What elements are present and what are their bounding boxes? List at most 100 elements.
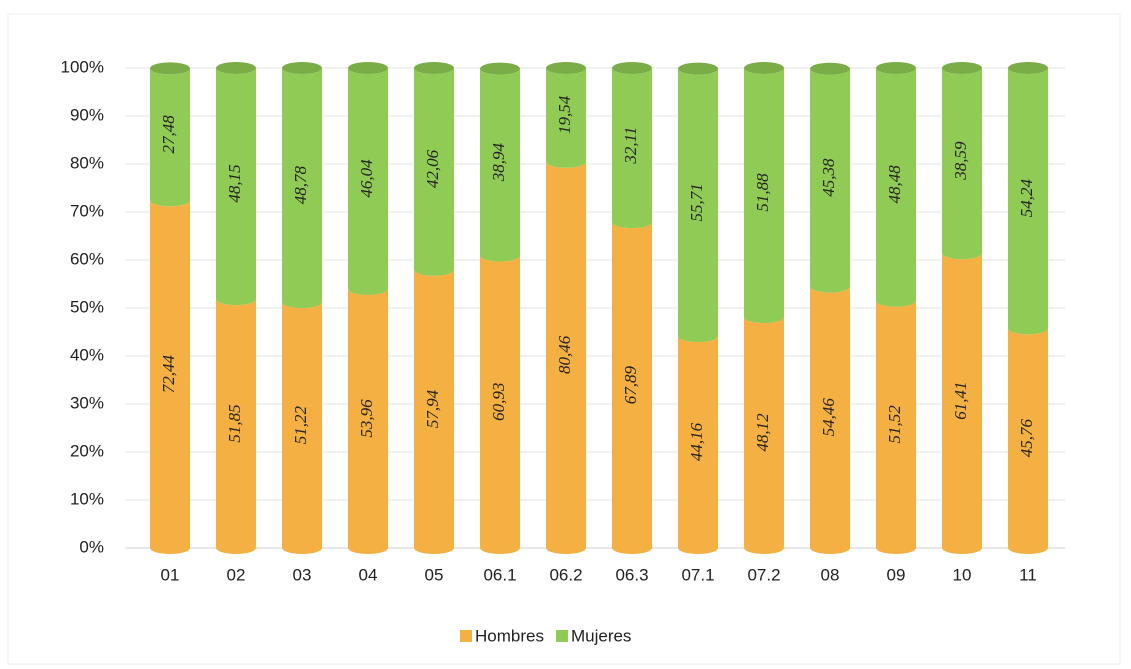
x-tick-label: 07.2 xyxy=(747,565,780,584)
cylinder-segment xyxy=(876,68,916,307)
cylinder-segment xyxy=(480,255,520,554)
x-tick-label: 06.3 xyxy=(615,565,648,584)
data-label: 54,46 xyxy=(819,398,838,437)
cylinder-cap xyxy=(150,62,190,75)
data-label: 67,89 xyxy=(621,365,640,404)
data-label: 72,44 xyxy=(159,355,178,394)
cylinder-segment xyxy=(216,68,256,306)
cylinder-cap xyxy=(216,62,256,74)
data-label: 48,15 xyxy=(225,164,244,202)
cylinder-segment xyxy=(942,253,982,554)
data-label: 60,93 xyxy=(489,383,508,421)
cylinder-segment xyxy=(348,288,388,554)
y-tick-label: 40% xyxy=(70,345,104,364)
x-tick-label: 04 xyxy=(359,565,378,584)
data-label: 80,46 xyxy=(555,335,574,374)
cylinder-segment xyxy=(744,317,784,554)
cylinder-cap xyxy=(612,62,652,74)
cylinder-cap xyxy=(1008,62,1048,74)
cylinder-cap xyxy=(348,62,388,74)
cylinder-segment xyxy=(282,302,322,554)
data-label: 46,04 xyxy=(357,159,376,198)
cylinder-cap xyxy=(282,62,322,74)
y-tick-label: 70% xyxy=(70,201,104,220)
cylinder-segment xyxy=(546,161,586,555)
cylinder-segment xyxy=(810,68,850,293)
data-label: 38,59 xyxy=(951,141,970,181)
cylinder-segment xyxy=(150,200,190,554)
cylinder-segment xyxy=(216,299,256,554)
cylinder-cap xyxy=(810,62,850,75)
cylinder-cap xyxy=(480,62,520,75)
y-tick-label: 30% xyxy=(70,393,104,412)
y-tick-label: 100% xyxy=(61,57,104,76)
data-label: 45,38 xyxy=(819,158,838,197)
cylinder-cap xyxy=(744,62,784,74)
cylinder-segment xyxy=(414,68,454,276)
data-label: 54,24 xyxy=(1017,179,1036,218)
cylinder-segment xyxy=(612,222,652,555)
data-label: 32,11 xyxy=(621,127,640,165)
x-tick-label: 09 xyxy=(887,565,906,584)
x-tick-label: 01 xyxy=(161,565,180,584)
legend-label: Mujeres xyxy=(571,626,631,645)
cylinder-cap xyxy=(546,62,586,74)
x-tick-label: 02 xyxy=(227,565,246,584)
x-tick-label: 06.1 xyxy=(483,565,516,584)
x-tick-label: 10 xyxy=(953,565,972,584)
cylinder-segment xyxy=(876,300,916,554)
data-label: 27,48 xyxy=(159,115,178,154)
data-label: 48,12 xyxy=(753,413,772,452)
y-tick-label: 0% xyxy=(79,537,104,556)
data-label: 38,94 xyxy=(489,142,508,182)
x-tick-label: 11 xyxy=(1019,565,1037,584)
legend-label: Hombres xyxy=(475,626,544,645)
y-tick-label: 10% xyxy=(70,489,104,508)
cylinder-segment xyxy=(150,68,190,207)
data-label: 53,96 xyxy=(357,399,376,438)
cylinder-segment xyxy=(678,336,718,554)
cylinder-segment xyxy=(744,68,784,324)
data-label: 51,85 xyxy=(225,404,244,442)
legend-swatch xyxy=(555,630,568,642)
cylinder-cap xyxy=(678,62,718,75)
x-tick-label: 03 xyxy=(293,565,312,584)
cylinder-cap xyxy=(414,62,454,74)
data-label: 51,52 xyxy=(885,405,904,444)
y-tick-label: 50% xyxy=(70,297,104,316)
cylinder-segment xyxy=(612,68,652,229)
cylinder-segment xyxy=(678,68,718,343)
x-tick-label: 07.1 xyxy=(681,565,714,584)
data-label: 51,22 xyxy=(291,405,310,444)
cylinder-cap xyxy=(942,62,982,74)
cylinder-segment xyxy=(414,269,454,554)
data-label: 42,06 xyxy=(423,149,442,188)
y-tick-label: 60% xyxy=(70,249,104,268)
cylinder-segment xyxy=(282,68,322,309)
x-tick-label: 06.2 xyxy=(549,565,582,584)
cylinder-segment xyxy=(810,286,850,554)
cylinder-segment xyxy=(348,68,388,295)
cylinder-segment xyxy=(546,68,586,168)
data-label: 57,94 xyxy=(423,389,442,428)
data-label: 48,78 xyxy=(291,165,310,204)
cylinder-cap xyxy=(876,62,916,74)
data-label: 48,48 xyxy=(885,165,904,204)
data-label: 45,76 xyxy=(1017,419,1036,458)
x-tick-label: 05 xyxy=(425,565,444,584)
y-tick-label: 20% xyxy=(70,441,104,460)
data-label: 61,41 xyxy=(951,381,970,419)
cylinder-segment xyxy=(1008,328,1048,554)
cylinder-segment xyxy=(1008,68,1048,335)
legend-swatch xyxy=(460,630,472,642)
y-tick-label: 80% xyxy=(70,153,104,172)
x-tick-label: 08 xyxy=(821,565,840,584)
cylinder-segment xyxy=(942,68,982,260)
data-label: 19,54 xyxy=(555,95,574,134)
data-label: 51,88 xyxy=(753,173,772,212)
cylinder-segment xyxy=(480,68,520,262)
data-label: 44,16 xyxy=(687,422,706,461)
y-tick-label: 90% xyxy=(70,105,104,124)
data-label: 55,71 xyxy=(687,183,706,221)
